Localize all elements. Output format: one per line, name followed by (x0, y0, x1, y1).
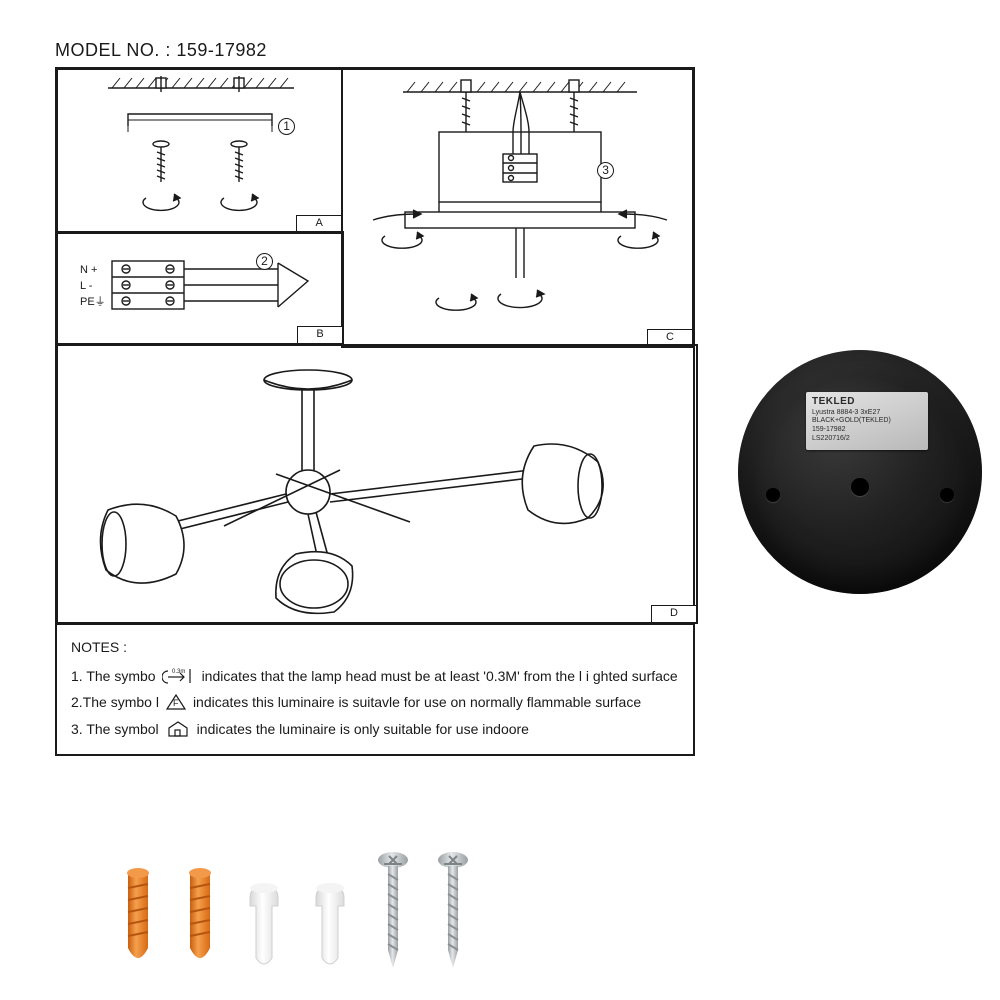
instruction-sheet: MODEL NO. : 159-17982 (55, 40, 695, 756)
note3-pre: 3. The symbol (71, 716, 159, 743)
note1-pre: 1. The symbo (71, 663, 156, 690)
screw-cap (244, 880, 284, 970)
disc-line4: LS220716/2 (812, 435, 922, 444)
note2-post: indicates this luminaire is suitavle for… (193, 689, 641, 716)
step-badge-2: 2 (256, 253, 273, 270)
disc-line1: Lyustra 8884-3 3xE27 (812, 409, 922, 418)
panel-tag-d: D (651, 605, 696, 622)
panel-a-drawing (58, 70, 343, 234)
panel-b: N + L - PE⏚ 2 B (56, 231, 344, 345)
terminal-n: N + (80, 264, 97, 276)
panel-tag-b: B (297, 326, 342, 343)
screw-cap (310, 880, 350, 970)
disc-line3: 159-17982 (812, 426, 922, 435)
panel-d: D (56, 344, 698, 624)
note2-pre: 2.The symbo l (71, 689, 159, 716)
mounting-disc: TEKLED Lyustra 8884-3 3xE27 BLACK+GOLD(T… (738, 350, 982, 594)
diagram-grid: 1 A (55, 67, 695, 625)
disc-brand: TEKLED (812, 396, 922, 409)
step-badge-3: 3 (597, 162, 614, 179)
step-badge-1: 1 (278, 118, 295, 135)
disc-line2: BLACK+GOLD(TEKLED) (812, 417, 922, 426)
distance-icon: 0.3m (162, 667, 196, 685)
panel-a: 1 A (56, 68, 343, 234)
wall-anchor (120, 866, 156, 970)
notes-title: NOTES : (71, 634, 679, 661)
disc-label: TEKLED Lyustra 8884-3 3xE27 BLACK+GOLD(T… (806, 392, 928, 450)
flammable-icon: F (165, 693, 187, 711)
note1-post: indicates that the lamp head must be at … (202, 663, 678, 690)
notes-block: NOTES : 1. The symbo 0.3m indicates that… (55, 624, 695, 756)
svg-text:F: F (173, 698, 179, 708)
panel-c-drawing (343, 70, 694, 348)
panel-tag-a: A (296, 215, 341, 232)
indoor-icon (165, 720, 191, 738)
terminal-pe: PE⏚ (80, 295, 106, 308)
screw (436, 850, 470, 970)
hardware-row (120, 850, 470, 970)
wall-anchor (182, 866, 218, 970)
screw (376, 850, 410, 970)
panel-d-drawing (58, 346, 698, 624)
model-number: MODEL NO. : 159-17982 (55, 40, 695, 61)
svg-text:0.3m: 0.3m (172, 669, 185, 675)
note3-post: indicates the luminaire is only suitable… (197, 716, 529, 743)
panel-c: 3 C (341, 68, 694, 348)
terminal-l: L - (80, 280, 93, 292)
